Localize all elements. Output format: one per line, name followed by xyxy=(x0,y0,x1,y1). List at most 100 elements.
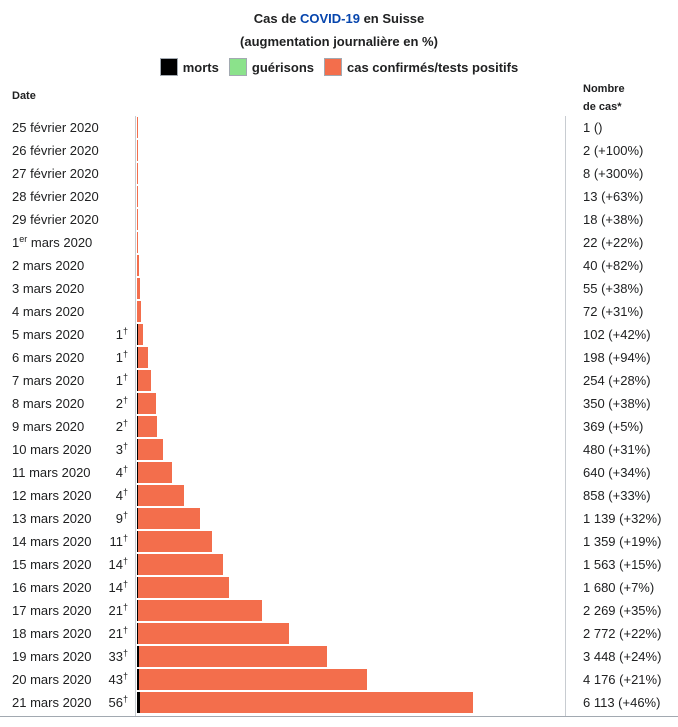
cases-bar xyxy=(137,508,200,529)
cases-bar xyxy=(137,531,212,552)
row-date: 2 mars 2020 xyxy=(12,258,85,273)
chart-row: 9 mars 2020 2† 369 (+5%) xyxy=(0,415,678,438)
row-death-label: 14† xyxy=(108,579,128,596)
chart-row: 18 mars 2020 21† 2 772 (+22%) xyxy=(0,622,678,645)
chart-row: 16 mars 2020 14† 1 680 (+7%) xyxy=(0,576,678,599)
chart-row: 11 mars 2020 4† 640 (+34%) xyxy=(0,461,678,484)
cases-bar xyxy=(137,255,140,276)
row-date: 18 mars 2020 xyxy=(12,626,92,641)
chart-row: 5 mars 2020 1† 102 (+42%) xyxy=(0,323,678,346)
row-death-label: 21† xyxy=(108,602,128,619)
row-cases-count: 2 772 (+22%) xyxy=(583,626,662,641)
deaths-bar xyxy=(137,347,138,368)
footnote-marker[interactable] xyxy=(280,719,292,727)
row-date: 9 mars 2020 xyxy=(12,419,85,434)
chart-row: 17 mars 2020 21† 2 269 (+35%) xyxy=(0,599,678,622)
row-date: 27 février 2020 xyxy=(12,166,99,181)
legend-label-cases: cas confirmés/tests positifs xyxy=(347,59,519,75)
chart-row: 27 février 2020 8 (+300%) xyxy=(0,162,678,185)
row-date: 26 février 2020 xyxy=(12,143,99,158)
cases-bar xyxy=(137,439,164,460)
chart-row: 2 mars 2020 40 (+82%) xyxy=(0,254,678,277)
chart-row: 21 mars 2020 56† 6 113 (+46%) xyxy=(0,691,678,714)
row-date: 15 mars 2020 xyxy=(12,557,92,572)
deaths-bar xyxy=(137,324,138,345)
table-bottom-border xyxy=(0,716,678,717)
row-date: 16 mars 2020 xyxy=(12,580,92,595)
deaths-bar xyxy=(137,370,138,391)
row-death-label: 1† xyxy=(115,372,128,389)
deaths-bar xyxy=(137,692,140,713)
cases-column-header: Nombre de cas* xyxy=(583,83,625,113)
chart-row: 13 mars 2020 9† 1 139 (+32%) xyxy=(0,507,678,530)
chart-row: 28 février 2020 13 (+63%) xyxy=(0,185,678,208)
legend-item-cases: cas confirmés/tests positifs xyxy=(324,58,518,76)
row-date: 21 mars 2020 xyxy=(12,695,92,710)
cases-column-separator xyxy=(565,116,566,716)
date-column-header: Date xyxy=(12,90,36,102)
deaths-bar xyxy=(137,508,138,529)
row-death-label: 56† xyxy=(108,694,128,711)
cases-bar xyxy=(137,301,141,322)
row-death-label: 1† xyxy=(115,349,128,366)
cases-bar xyxy=(137,324,143,345)
covid-19-link[interactable]: COVID-19 xyxy=(299,11,360,26)
row-cases-count: 8 (+300%) xyxy=(583,166,644,181)
chart-row: 12 mars 2020 4† 858 (+33%) xyxy=(0,484,678,507)
row-death-label: 9† xyxy=(115,510,128,527)
legend-swatch-cases xyxy=(324,58,342,76)
deaths-bar xyxy=(137,554,138,575)
chart-row: 1er mars 2020 22 (+22%) xyxy=(0,231,678,254)
row-date: 8 mars 2020 xyxy=(12,396,85,411)
cases-bar xyxy=(137,209,138,230)
deaths-bar xyxy=(137,669,140,690)
row-date: 28 février 2020 xyxy=(12,189,99,204)
row-date: 13 mars 2020 xyxy=(12,511,92,526)
cases-bar xyxy=(137,186,138,207)
row-death-label: 2† xyxy=(115,418,128,435)
chart-row: 14 mars 2020 11† 1 359 (+19%) xyxy=(0,530,678,553)
row-cases-count: 4 176 (+21%) xyxy=(583,672,662,687)
cases-bar xyxy=(137,416,158,437)
row-cases-count: 369 (+5%) xyxy=(583,419,644,434)
row-cases-count: 55 (+38%) xyxy=(583,281,644,296)
row-death-label: 2† xyxy=(115,395,128,412)
row-cases-count: 1 () xyxy=(583,120,603,135)
chart-row: 7 mars 2020 1† 254 (+28%) xyxy=(0,369,678,392)
row-cases-count: 40 (+82%) xyxy=(583,258,644,273)
chart-row: 25 février 2020 1 () xyxy=(0,116,678,139)
chart-row: 29 février 2020 18 (+38%) xyxy=(0,208,678,231)
cases-bar xyxy=(137,554,223,575)
legend-swatch-recoveries xyxy=(228,58,247,76)
row-cases-count: 480 (+31%) xyxy=(583,442,651,457)
cases-bar xyxy=(137,600,262,621)
deaths-bar xyxy=(137,462,138,483)
cases-bar xyxy=(137,692,473,713)
cases-bar xyxy=(137,462,173,483)
chart-row: 15 mars 2020 14† 1 563 (+15%) xyxy=(0,553,678,576)
chart-title: Cas de COVID-19 en Suisse xyxy=(253,11,425,26)
row-death-label: 1† xyxy=(115,326,128,343)
legend-item-deaths: morts xyxy=(159,58,219,76)
chart-row: 20 mars 2020 43† 4 176 (+21%) xyxy=(0,668,678,691)
cases-bar xyxy=(137,140,138,161)
deaths-bar xyxy=(137,623,139,644)
deaths-bar xyxy=(137,485,138,506)
deaths-bar xyxy=(137,393,138,414)
row-date: 1er mars 2020 xyxy=(12,234,93,251)
row-date: 6 mars 2020 xyxy=(12,350,85,365)
row-cases-count: 640 (+34%) xyxy=(583,465,651,480)
row-cases-count: 1 359 (+19%) xyxy=(583,534,662,549)
chart-row: 3 mars 2020 55 (+38%) xyxy=(0,277,678,300)
row-date: 29 février 2020 xyxy=(12,212,99,227)
row-cases-count: 254 (+28%) xyxy=(583,373,651,388)
deaths-bar xyxy=(137,600,139,621)
row-death-label: 3† xyxy=(115,441,128,458)
row-cases-count: 13 (+63%) xyxy=(583,189,644,204)
row-cases-count: 18 (+38%) xyxy=(583,212,644,227)
row-cases-count: 858 (+33%) xyxy=(583,488,651,503)
row-cases-count: 1 563 (+15%) xyxy=(583,557,662,572)
cases-bar xyxy=(137,646,327,667)
legend-swatch-deaths xyxy=(159,58,178,76)
chart-row: 6 mars 2020 1† 198 (+94%) xyxy=(0,346,678,369)
